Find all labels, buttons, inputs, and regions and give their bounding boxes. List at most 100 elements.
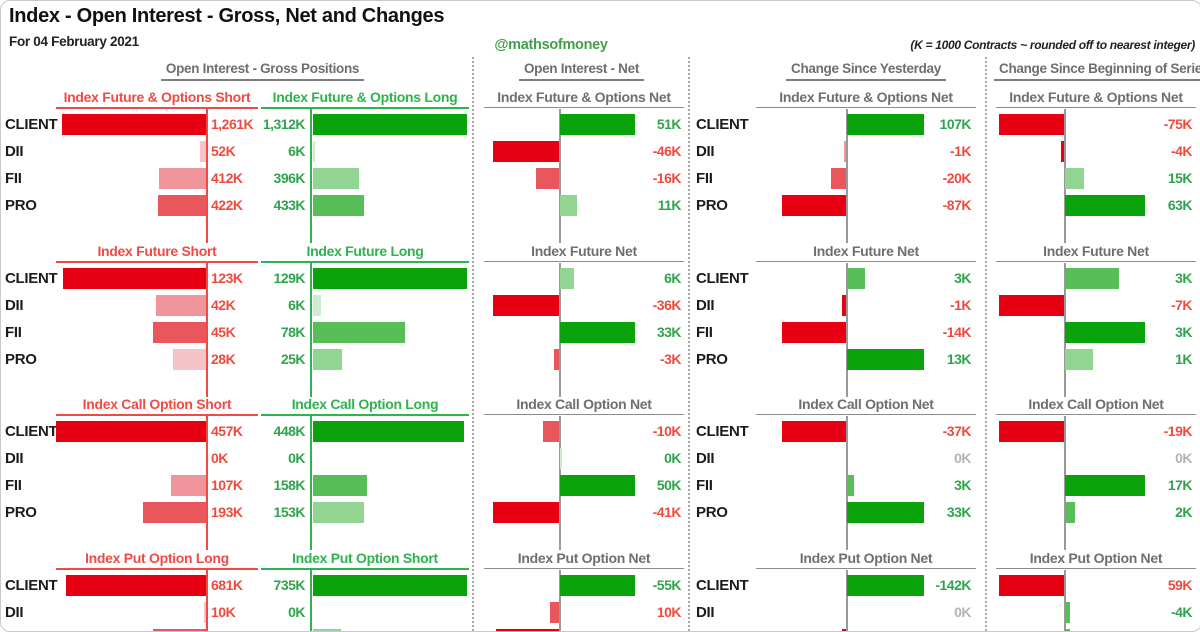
axis-line [206,416,208,550]
row-label: FII [5,477,22,494]
gross-short-value: 256K [211,626,257,631]
net-value: -55K [652,577,682,593]
gross-short-value: 422K [211,197,243,213]
long-column-header: Index Future Long [261,243,469,263]
net-value: -36K [652,297,682,313]
change-series-bar [1065,195,1145,216]
change-yesterday-value: -37K [942,423,972,439]
change-yesterday-column-header: Index Future Net [756,243,976,262]
change-yesterday-bar [782,421,846,442]
gross-short-bar [62,114,206,135]
row-label: DII [5,450,24,467]
change-yesterday-column-header: Index Put Option Net [756,550,976,569]
gross-short-value: 681K [211,577,243,593]
row-label: PRO [696,351,728,368]
gross-long-bar [313,114,467,135]
change-yesterday-value: 107K [939,116,972,132]
row-label: FII [5,626,55,631]
axis-line [206,109,208,243]
change-series-value: -4K [1170,604,1193,620]
change-series-bar [1065,502,1075,523]
gross-short-bar [200,141,206,162]
change-yesterday-value: -1K [949,143,972,159]
change-yesterday-value: -14K [942,324,972,340]
section-1: Index Future Short Index Future Long Index… [1,243,1200,397]
axis-line [846,570,848,631]
change-series-bar [1061,141,1064,162]
change-yesterday-value: -20K [942,170,972,186]
gross-short-value: 1,261K [211,116,254,132]
change-yesterday-bar [847,114,924,135]
row-label: PRO [5,197,37,214]
net-column-header: Index Future Net [484,243,684,262]
gross-short-value: 0K [211,450,228,466]
change-series-value: -75K [1163,116,1193,132]
row-label: FII [5,170,22,187]
change-series-bar [1065,475,1145,496]
change-yesterday-value: 3K [954,270,971,286]
net-bar [560,475,635,496]
gross-short-bar [56,421,206,442]
change-series-value: 15K [1167,170,1193,186]
change-series-bar [1065,602,1070,623]
change-yesterday-value: 0K [954,604,971,620]
gross-long-value: 6K [288,143,305,159]
change-series-value: 17K [1167,477,1193,493]
gross-short-value: 42K [211,297,236,313]
group-header-net: Open Interest - Net [479,61,684,81]
gross-short-value: 457K [211,423,243,439]
change-yesterday-bar [844,141,846,162]
gross-long-bar [313,141,315,162]
change-series-value: 0K [1175,450,1192,466]
gross-long-bar [313,575,467,596]
long-column-header: Index Future & Options Long [261,89,469,109]
gross-long-value: 1,312K [262,116,306,132]
axis-line [310,570,312,631]
gross-long-bar [313,349,342,370]
row-label: CLIENT [696,116,749,133]
net-value: -41K [652,504,682,520]
change-yesterday-column-header: Index Call Option Net [756,396,976,415]
gross-long-bar [313,502,364,523]
change-series-column-header: Index Call Option Net [996,396,1196,415]
change-yesterday-value: 13K [946,351,972,367]
row-label: FII [696,170,713,187]
gross-short-bar [153,322,206,343]
gross-long-bar [313,268,467,289]
net-value: 10K [656,604,682,620]
change-yesterday-bar [847,349,924,370]
net-bar [536,168,559,189]
gross-short-value: 52K [211,143,236,159]
gross-short-value: 107K [211,477,243,493]
change-yesterday-value: 33K [946,504,972,520]
change-series-value: 2K [1175,504,1192,520]
change-yesterday-bar [847,268,865,289]
short-column-header: Index Future Short [56,243,258,263]
change-series-bar [1065,268,1119,289]
change-series-column-header: Index Put Option Net [996,550,1196,569]
gross-long-bar [313,322,405,343]
net-bar [493,141,559,162]
axis-line [846,263,848,397]
net-value: -10K [652,423,682,439]
gross-long-value: 129K [273,270,306,286]
short-column-header: Index Put Option Long [56,550,258,570]
change-series-value: 59K [1167,577,1193,593]
change-yesterday-value: 0K [954,450,971,466]
change-series-value: -19K [1163,423,1193,439]
row-label: DII [5,143,24,160]
net-value: -46K [652,143,682,159]
gross-long-value: 433K [273,197,306,213]
row-label: CLIENT [5,423,58,440]
gross-long-bar [313,295,321,316]
group-header-change-yesterday: Change Since Yesterday [756,61,976,81]
net-value: 0K [664,450,681,466]
row-label: CLIENT [5,116,58,133]
dotted-separator [472,57,474,631]
change-series-column-header: Index Future & Options Net [996,89,1196,108]
net-value: 50K [656,477,682,493]
gross-short-bar [156,295,206,316]
net-bar [560,195,577,216]
gross-short-value: 193K [211,504,243,520]
